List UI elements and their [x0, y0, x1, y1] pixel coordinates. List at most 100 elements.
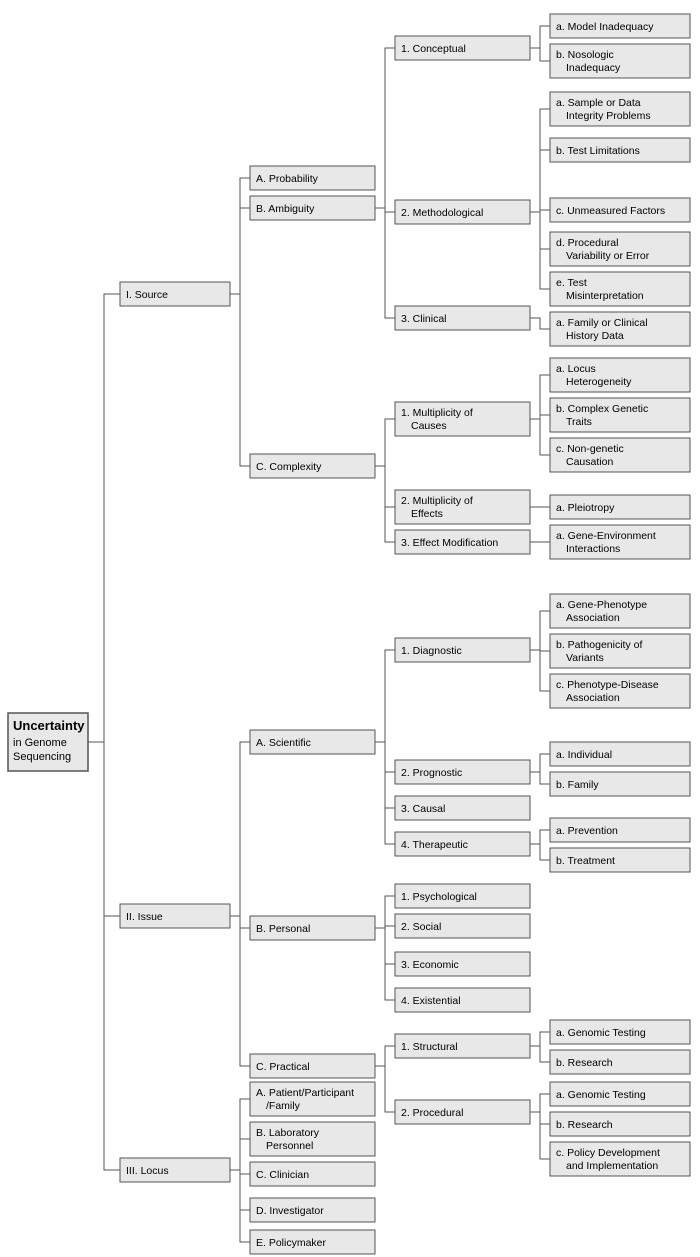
- node-II-C-2-b: b. Research: [550, 1112, 690, 1136]
- svg-text:Causes: Causes: [411, 420, 447, 432]
- node-II-B-3: 3. Economic: [395, 952, 530, 976]
- node-I-C-3: 3. Effect Modification: [395, 530, 530, 554]
- node-II-C-2: 2. Procedural: [395, 1100, 530, 1124]
- svg-text:Heterogeneity: Heterogeneity: [566, 376, 632, 388]
- svg-text:Inadequacy: Inadequacy: [566, 62, 621, 74]
- svg-text:2. Social: 2. Social: [401, 921, 441, 933]
- node-I-C-1-b: b. Complex GeneticTraits: [550, 398, 690, 432]
- svg-text:a. Family or Clinical: a. Family or Clinical: [556, 317, 648, 329]
- svg-text:a. Gene-Phenotype: a. Gene-Phenotype: [556, 599, 647, 611]
- svg-text:1. Conceptual: 1. Conceptual: [401, 43, 466, 55]
- svg-text:D. Investigator: D. Investigator: [256, 1205, 324, 1217]
- node-I: I. Source: [120, 282, 230, 306]
- svg-text:Association: Association: [566, 692, 620, 704]
- root-sub1: in Genome: [13, 737, 67, 749]
- node-I-C-3-a: a. Gene-EnvironmentInteractions: [550, 525, 690, 559]
- root-title: Uncertainty: [13, 718, 85, 733]
- node-II-A-4: 4. Therapeutic: [395, 832, 530, 856]
- svg-text:e. Test: e. Test: [556, 277, 587, 289]
- node-III: III. Locus: [120, 1158, 230, 1182]
- svg-text:Misinterpretation: Misinterpretation: [566, 290, 644, 302]
- svg-text:a. Locus: a. Locus: [556, 363, 596, 375]
- svg-text:a. Genomic Testing: a. Genomic Testing: [556, 1089, 646, 1101]
- svg-text:Traits: Traits: [566, 416, 592, 428]
- node-II-C-1-b: b. Research: [550, 1050, 690, 1074]
- svg-text:a. Gene-Environment: a. Gene-Environment: [556, 530, 656, 542]
- node-I-B-2-c: c. Unmeasured Factors: [550, 198, 690, 222]
- svg-text:A. Scientific: A. Scientific: [256, 737, 311, 749]
- svg-text:II. Issue: II. Issue: [126, 911, 163, 923]
- svg-text:2. Methodological: 2. Methodological: [401, 207, 483, 219]
- svg-text:B. Ambiguity: B. Ambiguity: [256, 203, 315, 215]
- svg-text:3. Economic: 3. Economic: [401, 959, 459, 971]
- node-II-C-2-a: a. Genomic Testing: [550, 1082, 690, 1106]
- svg-text:C. Clinician: C. Clinician: [256, 1169, 309, 1181]
- node-I-B-1-b: b. NosologicInadequacy: [550, 44, 690, 78]
- svg-text:3. Effect Modification: 3. Effect Modification: [401, 537, 498, 549]
- node-I-C-2-a: a. Pleiotropy: [550, 495, 690, 519]
- node-I-B-2: 2. Methodological: [395, 200, 530, 224]
- svg-text:4. Therapeutic: 4. Therapeutic: [401, 839, 468, 851]
- node-I-C-2: 2. Multiplicity ofEffects: [395, 490, 530, 524]
- svg-text:Variants: Variants: [566, 652, 604, 664]
- svg-text:d. Procedural: d. Procedural: [556, 237, 618, 249]
- svg-text:b. Family: b. Family: [556, 779, 599, 791]
- node-III-B: B. LaboratoryPersonnel: [250, 1122, 375, 1156]
- svg-text:3. Clinical: 3. Clinical: [401, 313, 447, 325]
- svg-text:4. Existential: 4. Existential: [401, 995, 461, 1007]
- node-II-A-4-b: b. Treatment: [550, 848, 690, 872]
- node-II-A-4-a: a. Prevention: [550, 818, 690, 842]
- node-II-B: B. Personal: [250, 916, 375, 940]
- node-II-A-1-c: c. Phenotype-DiseaseAssociation: [550, 674, 690, 708]
- node-II: II. Issue: [120, 904, 230, 928]
- node-II-A-3: 3. Causal: [395, 796, 530, 820]
- svg-text:Effects: Effects: [411, 508, 443, 520]
- node-I-B-2-e: e. TestMisinterpretation: [550, 272, 690, 306]
- node-I-C-1-c: c. Non-geneticCausation: [550, 438, 690, 472]
- svg-text:and Implementation: and Implementation: [566, 1160, 658, 1172]
- node-I-B-1: 1. Conceptual: [395, 36, 530, 60]
- node-II-A-2: 2. Prognostic: [395, 760, 530, 784]
- svg-text:c. Policy Development: c. Policy Development: [556, 1147, 660, 1159]
- svg-text:/Family: /Family: [266, 1100, 301, 1112]
- node-II-A: A. Scientific: [250, 730, 375, 754]
- svg-text:2. Prognostic: 2. Prognostic: [401, 767, 462, 779]
- svg-text:C. Practical: C. Practical: [256, 1061, 310, 1073]
- node-II-A-1-b: b. Pathogenicity ofVariants: [550, 634, 690, 668]
- svg-text:b. Nosologic: b. Nosologic: [556, 49, 614, 61]
- node-I-C-1: 1. Multiplicity ofCauses: [395, 402, 530, 436]
- node-I-B-2-b: b. Test Limitations: [550, 138, 690, 162]
- node-I-B-3-a: a. Family or ClinicalHistory Data: [550, 312, 690, 346]
- node-I-A: A. Probability: [250, 166, 375, 190]
- node-II-C-2-c: c. Policy Developmentand Implementation: [550, 1142, 690, 1176]
- svg-text:2. Multiplicity of: 2. Multiplicity of: [401, 495, 473, 507]
- svg-text:I. Source: I. Source: [126, 289, 168, 301]
- node-I-B-2-a: a. Sample or DataIntegrity Problems: [550, 92, 690, 126]
- svg-text:b. Research: b. Research: [556, 1119, 613, 1131]
- svg-text:a. Pleiotropy: a. Pleiotropy: [556, 502, 615, 514]
- svg-text:1. Structural: 1. Structural: [401, 1041, 458, 1053]
- node-I-C: C. Complexity: [250, 454, 375, 478]
- svg-text:b. Pathogenicity of: b. Pathogenicity of: [556, 639, 642, 651]
- svg-text:a. Sample or Data: a. Sample or Data: [556, 97, 641, 109]
- node-II-B-4: 4. Existential: [395, 988, 530, 1012]
- svg-text:1. Psychological: 1. Psychological: [401, 891, 477, 903]
- node-I-B-1-a: a. Model Inadequacy: [550, 14, 690, 38]
- tree-diagram: Uncertainty in Genome Sequencing I. Sour…: [0, 0, 700, 1257]
- svg-text:1. Multiplicity of: 1. Multiplicity of: [401, 407, 473, 419]
- svg-text:Integrity Problems: Integrity Problems: [566, 110, 651, 122]
- svg-text:c. Non-genetic: c. Non-genetic: [556, 443, 624, 455]
- node-II-A-1-a: a. Gene-PhenotypeAssociation: [550, 594, 690, 628]
- svg-text:C. Complexity: C. Complexity: [256, 461, 322, 473]
- svg-text:B. Personal: B. Personal: [256, 923, 310, 935]
- svg-text:A. Probability: A. Probability: [256, 173, 319, 185]
- node-I-C-1-a: a. LocusHeterogeneity: [550, 358, 690, 392]
- node-II-B-2: 2. Social: [395, 914, 530, 938]
- svg-text:c. Phenotype-Disease: c. Phenotype-Disease: [556, 679, 659, 691]
- node-III-D: D. Investigator: [250, 1198, 375, 1222]
- svg-text:b. Treatment: b. Treatment: [556, 855, 615, 867]
- svg-text:b. Complex Genetic: b. Complex Genetic: [556, 403, 648, 415]
- svg-text:1. Diagnostic: 1. Diagnostic: [401, 645, 462, 657]
- node-II-C-1-a: a. Genomic Testing: [550, 1020, 690, 1044]
- svg-text:b. Test Limitations: b. Test Limitations: [556, 145, 640, 157]
